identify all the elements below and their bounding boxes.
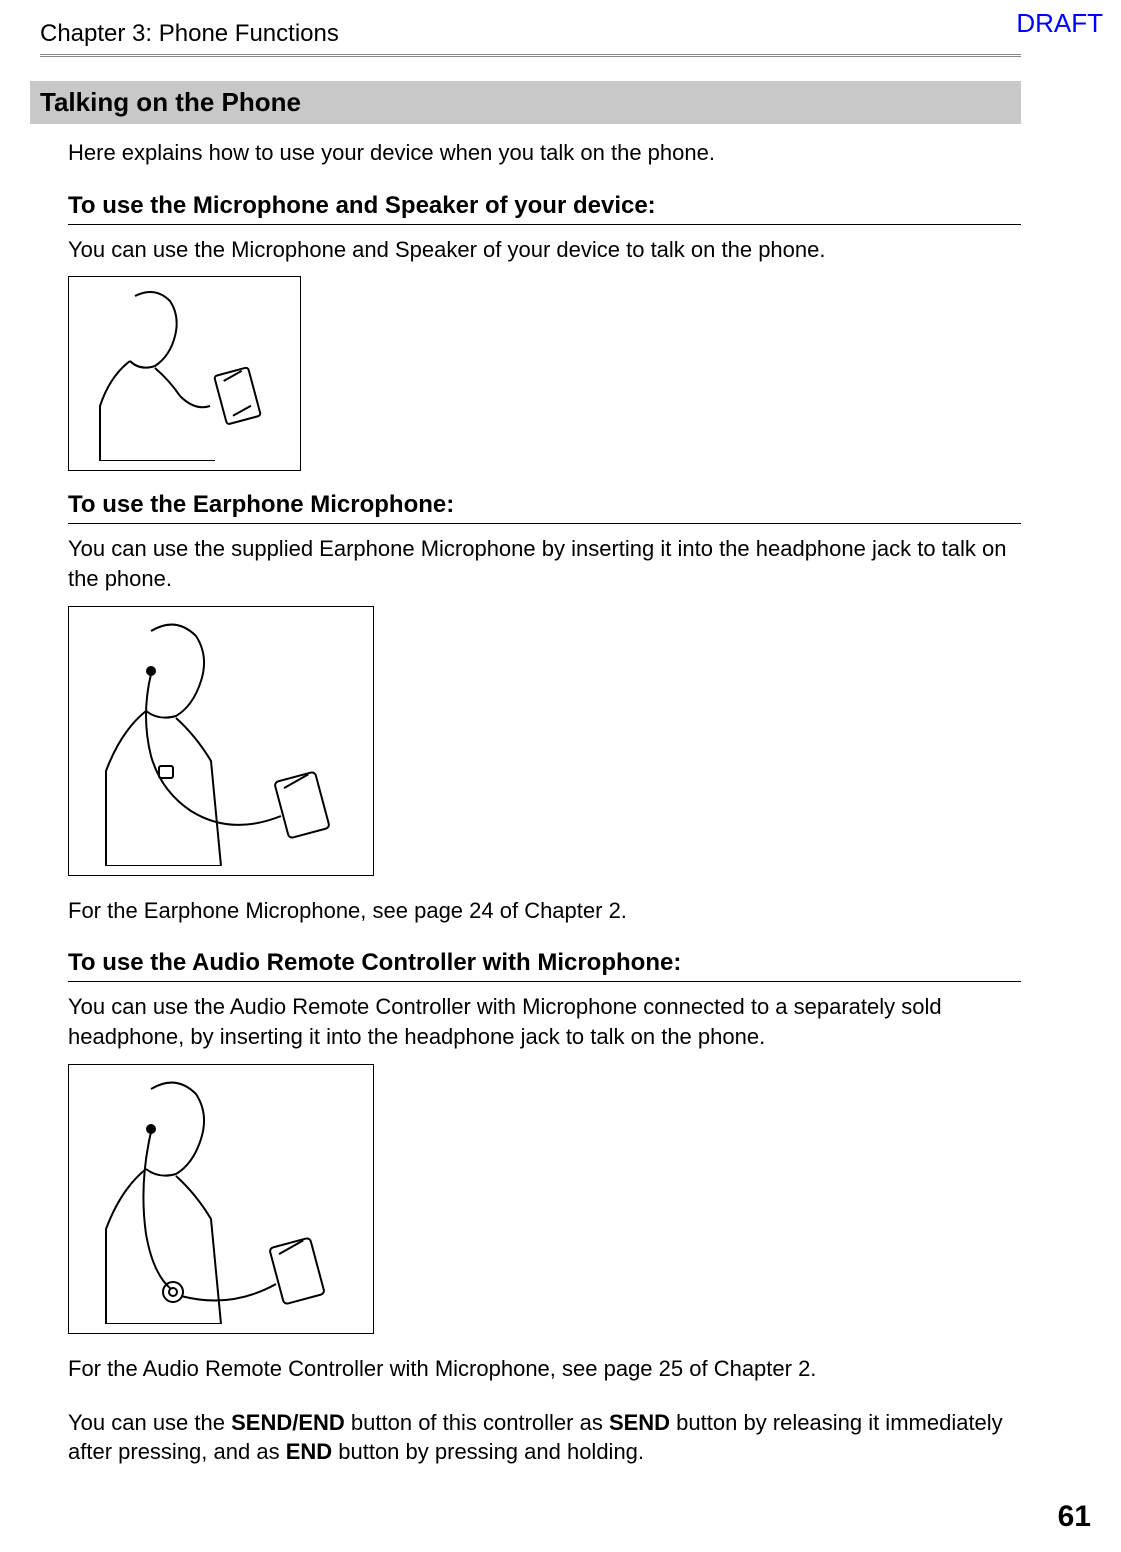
person-remote-icon: [81, 1074, 361, 1324]
end-label: END: [286, 1439, 332, 1464]
intro-text: Here explains how to use your device whe…: [68, 138, 1021, 168]
send-label: SEND: [609, 1410, 670, 1435]
subheading-remote: To use the Audio Remote Controller with …: [68, 949, 1021, 977]
send-end-label: SEND/END: [231, 1410, 345, 1435]
sub2-text: You can use the supplied Earphone Microp…: [68, 534, 1021, 593]
draft-stamp: DRAFT: [1016, 8, 1103, 39]
illustration-remote: [68, 1064, 374, 1334]
subheading-mic-speaker: To use the Microphone and Speaker of you…: [68, 192, 1021, 220]
note-text: button of this controller as: [345, 1410, 609, 1435]
subheading-earphone: To use the Earphone Microphone:: [68, 491, 1021, 519]
sub2-ref: For the Earphone Microphone, see page 24…: [68, 896, 1021, 926]
person-device-icon: [80, 286, 290, 461]
chapter-header: Chapter 3: Phone Functions: [40, 20, 1021, 48]
page-number: 61: [1058, 1500, 1091, 1534]
person-earphone-icon: [81, 616, 361, 866]
section-title-banner: Talking on the Phone: [30, 81, 1021, 124]
note-text: button by pressing and holding.: [332, 1439, 644, 1464]
page-container: Chapter 3: Phone Functions Talking on th…: [0, 0, 1121, 1467]
sub3-note: You can use the SEND/END button of this …: [68, 1408, 1021, 1467]
sub1-text: You can use the Microphone and Speaker o…: [68, 235, 1021, 265]
illustration-mic-speaker: [68, 276, 301, 471]
subheading-rule: [68, 224, 1021, 225]
subheading-rule: [68, 523, 1021, 524]
sub3-ref: For the Audio Remote Controller with Mic…: [68, 1354, 1021, 1384]
sub3-text: You can use the Audio Remote Controller …: [68, 992, 1021, 1051]
subheading-rule: [68, 981, 1021, 982]
illustration-earphone: [68, 606, 374, 876]
note-text: You can use the: [68, 1410, 231, 1435]
header-divider: [40, 54, 1021, 57]
